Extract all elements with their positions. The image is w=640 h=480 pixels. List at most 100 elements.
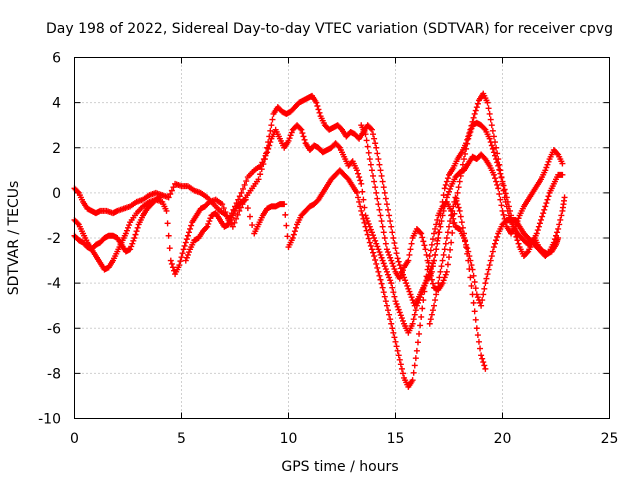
data-point bbox=[428, 276, 435, 283]
data-point bbox=[335, 143, 342, 150]
data-point bbox=[538, 216, 545, 223]
data-point bbox=[470, 272, 477, 279]
data-point bbox=[367, 226, 374, 233]
data-point bbox=[397, 361, 404, 368]
data-point bbox=[388, 280, 395, 287]
data-point bbox=[558, 212, 565, 219]
data-point bbox=[433, 291, 440, 298]
data-point bbox=[406, 288, 413, 295]
data-point bbox=[177, 258, 184, 265]
data-point bbox=[485, 105, 492, 112]
data-point bbox=[487, 116, 494, 123]
data-point bbox=[316, 109, 323, 116]
data-point bbox=[381, 189, 388, 196]
data-point bbox=[409, 297, 416, 304]
data-point bbox=[429, 280, 436, 287]
data-point bbox=[187, 225, 194, 232]
data-point bbox=[429, 236, 436, 243]
data-point bbox=[298, 126, 305, 133]
data-point bbox=[74, 188, 81, 195]
data-point bbox=[393, 300, 400, 307]
data-point bbox=[556, 221, 563, 228]
data-point bbox=[446, 188, 452, 195]
data-point bbox=[466, 132, 473, 139]
data-point bbox=[392, 338, 399, 345]
data-point bbox=[390, 235, 397, 241]
data-point bbox=[447, 185, 454, 192]
data-point bbox=[478, 352, 485, 359]
data-point bbox=[448, 239, 455, 246]
data-point bbox=[396, 275, 403, 282]
data-point bbox=[128, 243, 135, 250]
data-point bbox=[554, 229, 561, 236]
data-point bbox=[379, 223, 386, 230]
data-point bbox=[204, 223, 211, 230]
data-points bbox=[71, 90, 568, 390]
data-point bbox=[431, 302, 438, 309]
data-point bbox=[288, 129, 295, 136]
data-point bbox=[444, 191, 451, 198]
data-point bbox=[540, 210, 547, 217]
data-point bbox=[394, 303, 401, 310]
data-point bbox=[496, 166, 503, 173]
data-point bbox=[382, 240, 389, 247]
x-tick-label: 10 bbox=[280, 431, 298, 447]
data-point bbox=[419, 305, 426, 312]
data-point bbox=[170, 184, 177, 191]
data-point bbox=[432, 225, 439, 232]
data-point bbox=[477, 345, 484, 352]
data-point bbox=[453, 197, 460, 204]
data-point bbox=[236, 193, 243, 200]
data-point bbox=[412, 307, 419, 314]
data-point bbox=[389, 260, 396, 267]
data-point bbox=[185, 249, 192, 256]
data-point bbox=[405, 285, 412, 292]
data-point bbox=[235, 196, 242, 203]
data-point bbox=[396, 356, 403, 363]
data-point bbox=[380, 260, 387, 267]
data-point bbox=[541, 206, 548, 213]
data-point bbox=[407, 291, 414, 298]
x-tick-label: 15 bbox=[387, 431, 405, 447]
data-point bbox=[467, 128, 474, 135]
data-point bbox=[362, 223, 369, 230]
data-point bbox=[452, 194, 459, 201]
data-point bbox=[500, 182, 507, 189]
data-point bbox=[399, 267, 406, 274]
data-point bbox=[268, 122, 275, 129]
data-point bbox=[493, 237, 500, 244]
data-point bbox=[545, 193, 552, 200]
data-point bbox=[544, 196, 551, 203]
data-point bbox=[410, 369, 417, 376]
data-point bbox=[409, 320, 416, 327]
data-point bbox=[240, 185, 247, 192]
data-point bbox=[502, 190, 509, 197]
data-point bbox=[163, 207, 170, 214]
data-point bbox=[438, 218, 445, 225]
data-point bbox=[544, 161, 551, 168]
data-point bbox=[495, 185, 502, 192]
data-point bbox=[390, 289, 397, 296]
data-point bbox=[357, 177, 364, 184]
data-point bbox=[379, 178, 386, 185]
x-tick-label: 5 bbox=[177, 431, 186, 447]
data-point bbox=[545, 249, 552, 256]
data-point bbox=[257, 162, 264, 169]
data-point bbox=[454, 189, 461, 196]
data-point bbox=[365, 220, 372, 227]
data-point bbox=[286, 135, 293, 142]
data-point bbox=[417, 322, 424, 329]
data-point bbox=[366, 239, 373, 246]
data-point bbox=[472, 107, 479, 114]
data-point bbox=[534, 227, 541, 234]
data-point bbox=[485, 266, 492, 273]
data-point bbox=[464, 250, 471, 257]
data-point bbox=[386, 212, 393, 219]
data-point bbox=[125, 224, 131, 231]
data-point bbox=[424, 257, 431, 264]
data-point bbox=[178, 254, 185, 261]
data-point bbox=[375, 268, 382, 275]
data-point bbox=[488, 253, 495, 260]
data-point bbox=[524, 249, 531, 256]
